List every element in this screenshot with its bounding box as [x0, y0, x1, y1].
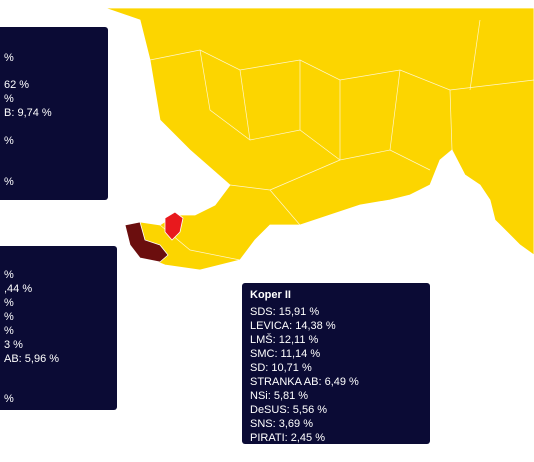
region-red	[164, 211, 184, 241]
tooltip-line: AB: 5,96 %	[4, 353, 60, 365]
tooltip-title: Koper II	[250, 289, 291, 301]
tooltip-line: 62 %	[4, 79, 30, 91]
tooltip-line: %	[4, 325, 14, 337]
tooltip: % ,44 %%%% 3 % AB: 5,96 %%	[0, 246, 117, 410]
tooltip-line: PIRATI: 2,45 %	[250, 432, 325, 444]
tooltip-line: LMŠ: 12,11 %	[250, 334, 319, 346]
tooltip-line: %	[4, 311, 14, 323]
tooltip-line: SMC: 11,14 %	[250, 348, 321, 360]
tooltip-line: ,44 %	[4, 283, 33, 295]
tooltip-line: B: 9,74 %	[4, 107, 52, 119]
tooltip-line: NSi: 5,81 %	[250, 390, 309, 402]
region-dark-red	[124, 221, 169, 263]
tooltip-line: STRANKA AB: 6,49 %	[250, 376, 359, 388]
tooltip-line: LEVICA: 14,38 %	[250, 320, 336, 332]
region-yellow	[104, 7, 534, 271]
tooltip-line: %	[4, 93, 14, 105]
tooltip-line: %	[4, 269, 14, 281]
tooltip-line: SDS: 15,91 %	[250, 306, 320, 318]
boundaries	[149, 19, 534, 261]
tooltip-line: %	[4, 393, 14, 405]
tooltip-line: %	[4, 297, 14, 309]
tooltip-line: SNS: 3,69 %	[250, 418, 313, 430]
tooltip-line: %	[4, 52, 14, 64]
tooltip-line: %	[4, 135, 14, 147]
tooltip-line: 3 %	[4, 339, 23, 351]
tooltip: Koper II SDS: 15,91 % LEVICA: 14,38 % LMŠ:…	[242, 283, 430, 444]
tooltip-line: SD: 10,71 %	[250, 362, 312, 374]
tooltip: % 62 %% B: 9,74 %%%	[0, 27, 108, 200]
tooltip-line: DeSUS: 5,56 %	[250, 404, 328, 416]
tooltip-line: %	[4, 176, 14, 188]
